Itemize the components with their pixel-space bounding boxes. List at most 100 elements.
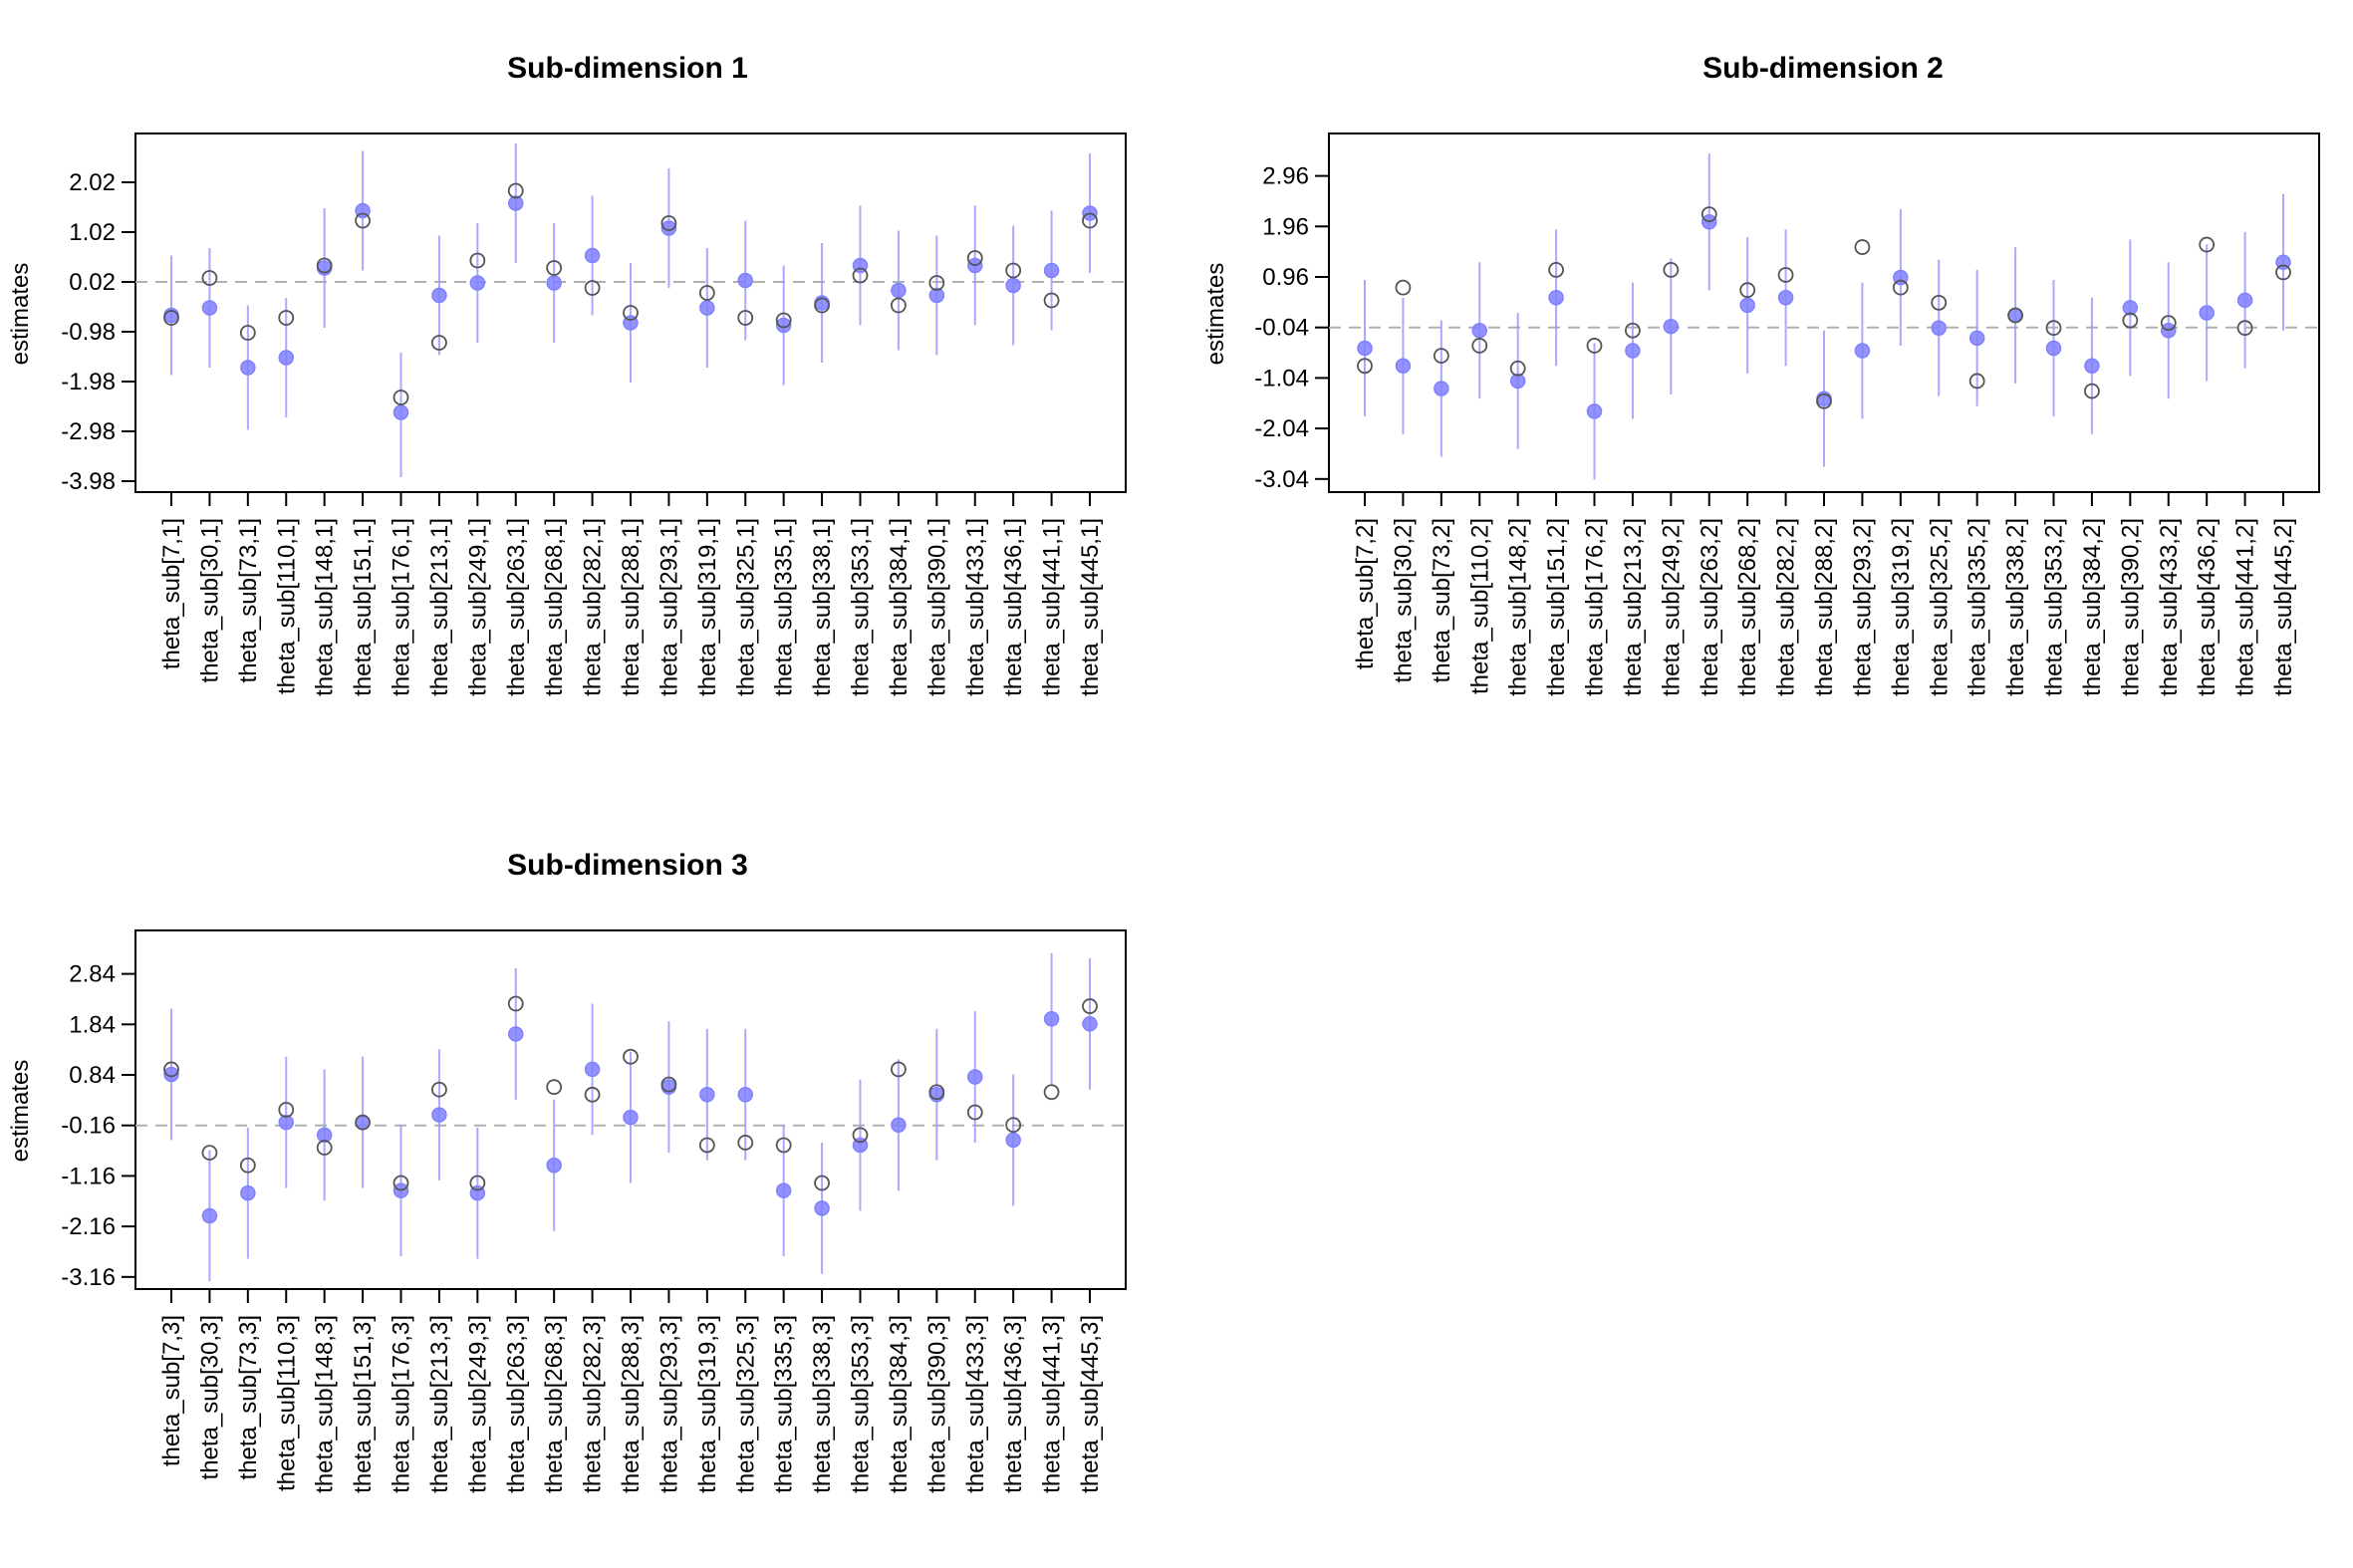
estimate-point — [775, 1182, 792, 1198]
true-value-point — [966, 1104, 983, 1121]
true-value-point — [316, 257, 333, 274]
true-value-point — [584, 280, 601, 296]
y-tick-label: 1.96 — [1262, 213, 1309, 240]
y-tick-label: -3.16 — [61, 1264, 116, 1291]
true-value-point — [316, 1140, 333, 1156]
x-tick-label: theta_sub[353,1] — [848, 518, 875, 696]
estimate-point — [1434, 381, 1449, 396]
estimate-point — [1663, 318, 1680, 335]
x-tick-label: theta_sub[263,2] — [1697, 518, 1723, 696]
true-value-point — [1509, 360, 1526, 377]
true-value-point — [660, 1076, 677, 1093]
true-value-point — [1968, 373, 1985, 390]
x-tick-label: theta_sub[319,2] — [1888, 518, 1915, 696]
x-tick-label: theta_sub[319,1] — [694, 518, 721, 696]
x-tick-label: theta_sub[325,3] — [732, 1315, 759, 1493]
true-value-point — [1777, 267, 1794, 283]
x-tick-label: theta_sub[288,1] — [618, 518, 645, 696]
true-value-point — [1471, 338, 1488, 354]
estimate-point — [1968, 330, 1985, 347]
y-axis-label: estimates — [7, 1060, 34, 1163]
estimate-point — [1777, 290, 1794, 306]
estimate-point — [814, 1200, 830, 1216]
true-value-point — [2084, 383, 2100, 399]
estimate-point — [1548, 290, 1564, 306]
estimate-point — [2199, 305, 2215, 321]
estimate-point — [737, 1087, 753, 1103]
x-tick-label: theta_sub[353,2] — [2041, 518, 2068, 696]
true-value-point — [698, 1137, 715, 1154]
y-tick-label: 2.96 — [1262, 163, 1309, 190]
y-tick-label: -1.04 — [1254, 365, 1309, 392]
y-tick-label: -0.98 — [61, 319, 116, 346]
estimate-point — [1471, 322, 1487, 339]
true-value-point — [2199, 236, 2216, 253]
true-value-point — [431, 1081, 447, 1098]
true-value-point — [660, 215, 677, 231]
estimate-point — [967, 1069, 983, 1085]
x-tick-label: theta_sub[319,3] — [694, 1315, 721, 1493]
x-tick-label: theta_sub[148,2] — [1505, 518, 1532, 696]
x-tick-label: theta_sub[73,1] — [235, 518, 262, 682]
x-tick-label: theta_sub[441,1] — [1039, 518, 1066, 696]
true-value-point — [623, 305, 639, 321]
estimate-point — [699, 300, 715, 316]
true-value-point — [507, 995, 524, 1012]
true-value-point — [814, 297, 830, 314]
y-tick-label: 1.84 — [69, 1011, 116, 1038]
x-tick-label: theta_sub[73,3] — [235, 1315, 262, 1479]
x-tick-label: theta_sub[433,1] — [962, 518, 989, 696]
x-tick-label: theta_sub[7,2] — [1352, 518, 1379, 669]
x-tick-label: theta_sub[176,1] — [389, 518, 415, 696]
estimate-point — [2084, 358, 2100, 374]
estimate-point — [584, 1061, 601, 1078]
true-value-point — [928, 275, 945, 291]
x-tick-label: theta_sub[390,3] — [923, 1315, 950, 1493]
x-tick-label: theta_sub[7,3] — [158, 1315, 185, 1466]
true-value-point — [1625, 322, 1641, 339]
estimate-point — [1854, 343, 1871, 359]
true-value-point — [392, 1175, 409, 1191]
x-tick-label: theta_sub[30,1] — [196, 518, 223, 682]
estimate-point — [1043, 1010, 1060, 1027]
x-tick-label: theta_sub[433,3] — [962, 1315, 989, 1493]
x-tick-label: theta_sub[384,1] — [886, 518, 913, 696]
estimate-point — [201, 300, 218, 316]
x-tick-label: theta_sub[151,2] — [1543, 518, 1570, 696]
true-value-point — [775, 312, 792, 329]
x-tick-label: theta_sub[338,3] — [809, 1315, 836, 1493]
true-value-point — [507, 182, 524, 199]
true-value-point — [1892, 279, 1909, 296]
estimate-point — [660, 220, 677, 236]
x-tick-label: theta_sub[390,2] — [2117, 518, 2144, 696]
x-tick-label: theta_sub[293,2] — [1849, 518, 1876, 696]
true-value-point — [163, 1061, 179, 1078]
y-axis-label: estimates — [1202, 263, 1229, 366]
estimate-point — [508, 195, 524, 211]
true-value-point — [775, 1137, 792, 1154]
true-value-point — [2045, 320, 2062, 337]
estimate-point — [623, 1109, 639, 1126]
true-value-point — [278, 310, 295, 326]
true-value-point — [1663, 262, 1680, 278]
x-tick-label: theta_sub[325,2] — [1926, 518, 1953, 696]
true-value-point — [1082, 998, 1098, 1014]
x-tick-label: theta_sub[151,3] — [350, 1315, 377, 1493]
true-value-point — [355, 1114, 371, 1131]
true-value-point — [737, 310, 754, 326]
estimate-point — [891, 1117, 907, 1133]
true-value-point — [2236, 320, 2253, 337]
true-value-point — [1043, 292, 1060, 309]
y-tick-label: -2.04 — [1254, 415, 1309, 442]
x-tick-label: theta_sub[441,3] — [1039, 1315, 1066, 1493]
x-tick-label: theta_sub[445,3] — [1077, 1315, 1104, 1493]
true-value-point — [928, 1084, 945, 1101]
true-value-point — [163, 310, 179, 326]
chart-title: Sub-dimension 1 — [507, 52, 748, 85]
x-tick-label: theta_sub[213,1] — [426, 518, 453, 696]
estimate-point — [2122, 300, 2139, 316]
x-tick-label: theta_sub[390,1] — [923, 518, 950, 696]
true-value-point — [1005, 262, 1022, 279]
panel-sub-dimension-1: Sub-dimension 1 estimates 2.02 1.02 0.02 -0… — [7, 52, 1127, 696]
estimate-point — [699, 1087, 715, 1103]
